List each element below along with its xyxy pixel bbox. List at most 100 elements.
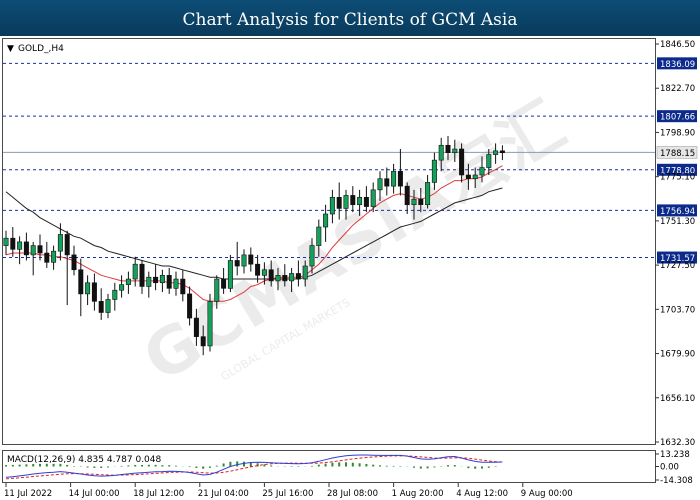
current-price-tag (656, 146, 698, 159)
candle-body (302, 265, 308, 280)
candle-body (91, 282, 97, 302)
current-price-label: 1788.15 (660, 149, 695, 159)
candle-body (329, 196, 335, 215)
candle-body (370, 189, 376, 207)
candle-body (125, 278, 131, 285)
candle-body (357, 196, 363, 206)
candle-body (57, 234, 63, 252)
candle-body (180, 278, 186, 295)
macd-label: MACD(12,26,9) 4.835 4.787 0.048 (7, 455, 162, 465)
candle-body (479, 167, 485, 176)
price-axis-label: 1727.50 (660, 261, 695, 271)
time-axis-label: 21 Jul 04:00 (198, 489, 249, 499)
candle-body (377, 178, 383, 191)
candle-body (295, 273, 301, 280)
time-axis-label: 25 Jul 16:00 (262, 489, 313, 499)
candle-body (431, 159, 437, 183)
price-axis-label: 1798.90 (660, 128, 695, 138)
candle-body (146, 276, 152, 287)
candle-body (105, 299, 111, 313)
axes: 1836.09 1807.66 1778.80 1756.94 1731.57 1788.… (4, 40, 698, 499)
candle-body (384, 178, 390, 187)
macd-axis-label: 13.238 (660, 450, 690, 460)
candle-body (85, 282, 91, 295)
price-panel-frame (2, 38, 656, 445)
candle-body (139, 263, 145, 287)
level-price-tag (657, 110, 697, 123)
macd-axis-label: 0.00 (660, 462, 679, 472)
candle-body (193, 317, 199, 337)
candle-body (309, 245, 315, 267)
time-axis-label: 28 Jul 08:00 (327, 489, 378, 499)
candle-body (17, 241, 23, 250)
candle-body (282, 275, 288, 282)
candle-body (173, 278, 179, 289)
candle-body (323, 213, 329, 228)
candle-body (119, 284, 125, 291)
time-axis-label: 4 Aug 12:00 (456, 489, 508, 499)
time-axis-label: 1 Aug 20:00 (392, 489, 444, 499)
candle-body (261, 269, 267, 276)
level-price-tag (657, 251, 697, 264)
level-price-label: 1778.80 (660, 166, 695, 176)
candle-body (30, 245, 36, 256)
level-price-tag (657, 204, 697, 217)
price-chart (3, 62, 655, 356)
candle-body (336, 196, 342, 209)
candle-body (3, 237, 9, 246)
candle-body (493, 150, 499, 155)
macd-signal-line (5, 455, 503, 480)
candle-body (153, 276, 159, 284)
page-title: Chart Analysis for Clients of GCM Asia (183, 10, 518, 30)
candle-body (187, 293, 193, 319)
time-axis-label: 14 Jul 00:00 (69, 489, 120, 499)
price-axis-label: 1822.70 (660, 84, 695, 94)
candle-body (459, 148, 465, 176)
candle-body (23, 241, 29, 256)
candle-body (98, 301, 104, 313)
level-price-label: 1756.94 (660, 207, 695, 217)
moving-average-slow-line (5, 187, 503, 280)
price-axis-label: 1846.50 (660, 40, 695, 50)
candle-body (452, 148, 458, 153)
macd-line (5, 454, 503, 478)
level-price-label: 1807.66 (660, 113, 695, 123)
candle-body (71, 254, 77, 271)
price-axis-label: 1703.70 (660, 305, 695, 315)
candle-body (200, 336, 206, 347)
candle-body (411, 198, 417, 206)
candle-body (10, 237, 16, 250)
candle-body (78, 269, 84, 295)
candle-body (499, 150, 505, 153)
panel-collapse-icon[interactable]: ▼ (7, 44, 14, 54)
candle-body (418, 198, 424, 206)
time-axis-label: 18 Jul 12:00 (133, 489, 184, 499)
level-price-label: 1836.09 (660, 60, 695, 70)
candle-body (397, 170, 403, 187)
level-price-label: 1731.57 (660, 254, 695, 264)
candle-body (166, 275, 172, 289)
header-background (0, 0, 700, 36)
candle-body (438, 144, 444, 161)
candle-body (445, 144, 451, 153)
candle-body (51, 250, 57, 263)
candle-body (391, 170, 397, 187)
candle-body (275, 275, 281, 282)
candle-body (350, 195, 356, 206)
price-axis-label: 1679.90 (660, 350, 695, 360)
candle-body (37, 245, 43, 254)
candle-body (425, 182, 431, 206)
candle-body (132, 263, 138, 280)
price-axis-label: 1751.30 (660, 217, 695, 227)
candle-body (64, 234, 70, 256)
candle-body (255, 263, 261, 276)
candle-body (343, 195, 349, 209)
candle-body (214, 278, 220, 302)
price-axis-label: 1656.10 (660, 394, 695, 404)
candle-body (207, 301, 213, 347)
candle-body (289, 273, 295, 282)
candle-body (248, 254, 254, 265)
moving-average-fast-line (5, 165, 503, 302)
candle-body (404, 185, 410, 206)
